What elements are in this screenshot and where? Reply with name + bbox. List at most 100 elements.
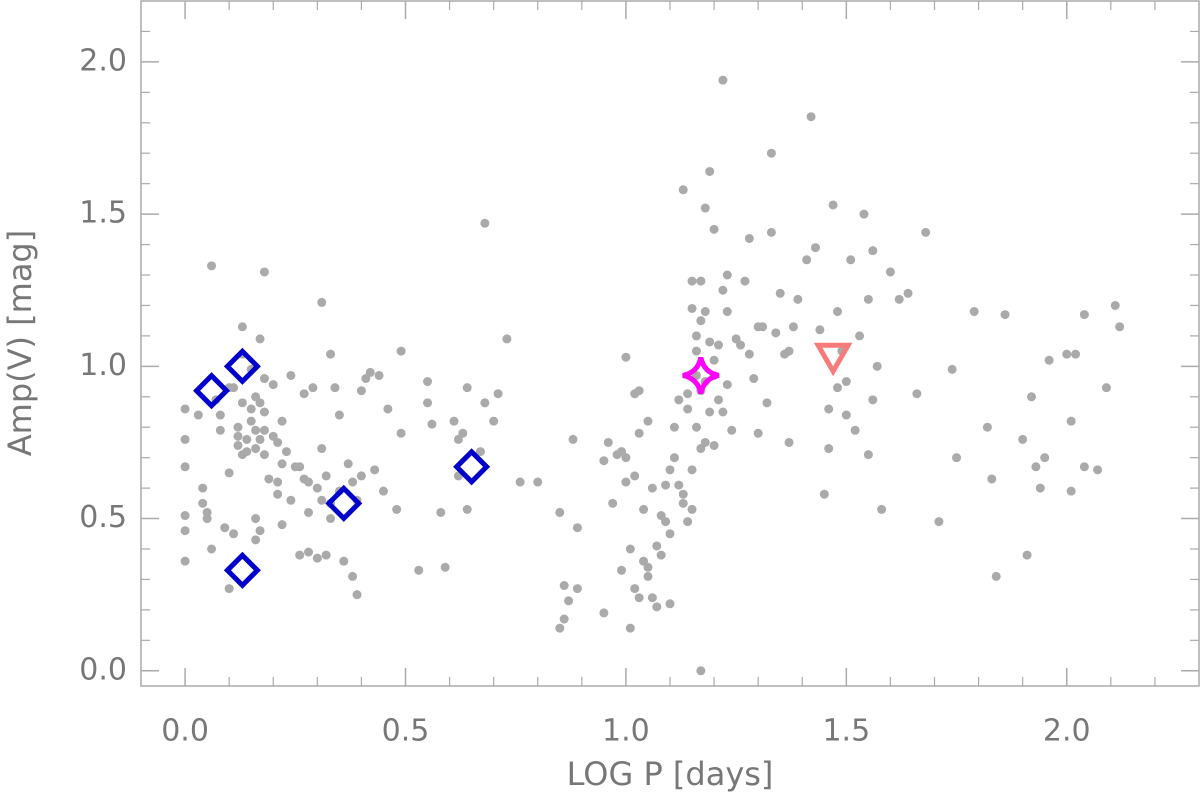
point (356, 471, 366, 481)
point (617, 565, 627, 575)
point (709, 355, 719, 365)
point (326, 349, 336, 359)
point (647, 593, 657, 603)
plot-frame (140, 0, 1200, 687)
point (788, 322, 798, 332)
point (343, 459, 353, 469)
point (312, 553, 322, 563)
point (665, 465, 675, 475)
point (559, 581, 569, 591)
diamond-point (453, 448, 491, 486)
point (621, 352, 631, 362)
point (969, 307, 979, 317)
point (308, 383, 318, 393)
point (215, 410, 225, 420)
point (268, 380, 278, 390)
point (872, 361, 882, 371)
point (277, 520, 287, 530)
point (321, 471, 331, 481)
point (568, 434, 578, 444)
point (317, 495, 327, 505)
point (480, 398, 490, 408)
point (903, 288, 913, 298)
point (339, 556, 349, 566)
point (281, 447, 291, 457)
point (912, 389, 922, 399)
point (709, 440, 719, 450)
point (647, 483, 657, 493)
point (621, 477, 631, 487)
point (1035, 483, 1045, 493)
point (766, 148, 776, 158)
point (643, 571, 653, 581)
point (1093, 465, 1103, 475)
point (348, 477, 358, 487)
point (661, 517, 671, 527)
point (700, 437, 710, 447)
point (934, 517, 944, 527)
diamond-point (325, 484, 363, 522)
point (348, 571, 358, 581)
point (652, 602, 662, 612)
point (233, 422, 243, 432)
point (705, 337, 715, 347)
point (819, 489, 829, 499)
point (824, 404, 834, 414)
point (753, 428, 763, 438)
point (533, 477, 543, 487)
point (312, 483, 322, 493)
point (687, 465, 697, 475)
point (304, 507, 314, 517)
point (669, 453, 679, 463)
point (246, 404, 256, 414)
point (286, 370, 296, 380)
point (868, 246, 878, 256)
point (277, 416, 287, 426)
point (356, 386, 366, 396)
point (365, 367, 375, 377)
point (1079, 310, 1089, 320)
point (599, 608, 609, 618)
point (396, 346, 406, 356)
x-axis-label: LOG P [days] (567, 755, 774, 793)
point (255, 398, 265, 408)
point (378, 486, 388, 496)
point (229, 529, 239, 539)
point (321, 550, 331, 560)
point (691, 422, 701, 432)
point (559, 614, 569, 624)
point (489, 416, 499, 426)
point (246, 416, 256, 426)
point (784, 346, 794, 356)
point (700, 307, 710, 317)
point (877, 504, 887, 514)
point (718, 407, 728, 417)
y-tick-label: 1.0 (79, 348, 127, 383)
point (572, 523, 582, 533)
point (630, 471, 640, 481)
point (621, 453, 631, 463)
point (237, 398, 247, 408)
point (555, 507, 565, 517)
point (180, 462, 190, 472)
point (634, 428, 644, 438)
point (299, 389, 309, 399)
point (180, 404, 190, 414)
point (815, 325, 825, 335)
point (687, 504, 697, 514)
star-point (682, 356, 720, 395)
point (740, 276, 750, 286)
point (1026, 392, 1036, 402)
triangle-point (813, 342, 853, 377)
point (705, 407, 715, 417)
point (423, 377, 433, 387)
point (427, 419, 437, 429)
point (224, 584, 234, 594)
point (713, 395, 723, 405)
point (207, 261, 217, 271)
y-axis-label: Amp(V) [mag] (1, 230, 39, 456)
point (683, 517, 693, 527)
x-tick-label: 0.0 (161, 714, 209, 749)
point (572, 584, 582, 594)
